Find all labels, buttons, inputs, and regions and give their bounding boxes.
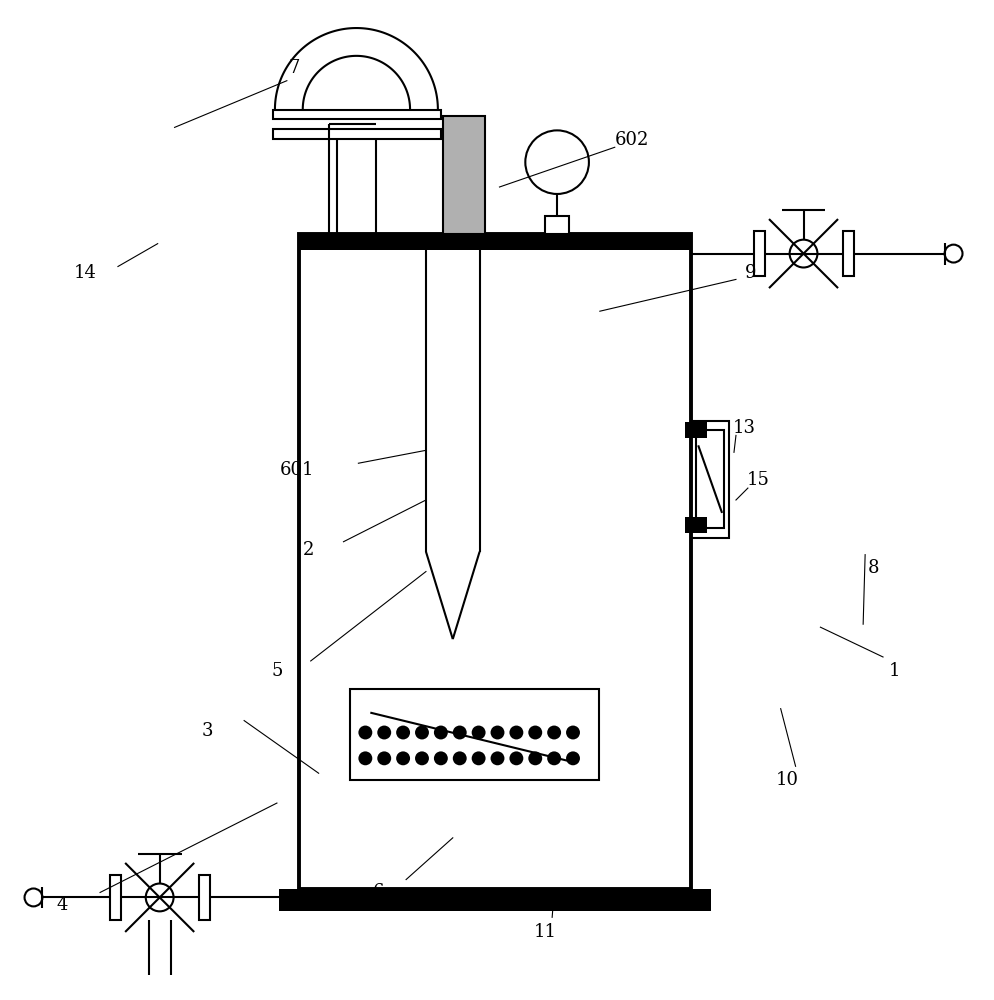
Bar <box>753 231 764 276</box>
Text: 2: 2 <box>303 541 314 559</box>
Text: 601: 601 <box>279 461 314 479</box>
Text: 5: 5 <box>271 662 282 680</box>
Circle shape <box>528 751 542 765</box>
Circle shape <box>377 751 391 765</box>
Circle shape <box>528 726 542 739</box>
Circle shape <box>358 726 372 739</box>
Bar <box>278 889 711 911</box>
Circle shape <box>490 751 504 765</box>
Text: 3: 3 <box>202 722 213 740</box>
Bar <box>298 234 691 250</box>
Circle shape <box>414 751 428 765</box>
Circle shape <box>396 751 410 765</box>
Bar <box>298 234 691 889</box>
Circle shape <box>547 751 561 765</box>
Text: 10: 10 <box>775 771 798 789</box>
Text: 13: 13 <box>732 419 754 437</box>
Circle shape <box>396 726 410 739</box>
Text: 602: 602 <box>614 131 648 149</box>
Bar <box>685 517 707 533</box>
Circle shape <box>509 726 523 739</box>
Text: 8: 8 <box>867 559 878 577</box>
Circle shape <box>433 751 447 765</box>
Bar <box>110 875 121 920</box>
Bar <box>545 216 569 234</box>
Circle shape <box>509 751 523 765</box>
Circle shape <box>433 726 447 739</box>
Text: 14: 14 <box>74 264 96 282</box>
Bar <box>350 689 598 780</box>
Text: 9: 9 <box>745 264 755 282</box>
Circle shape <box>566 726 580 739</box>
Bar <box>696 430 724 528</box>
Bar <box>272 129 440 139</box>
Text: 4: 4 <box>57 896 68 914</box>
Circle shape <box>471 751 485 765</box>
Circle shape <box>377 726 391 739</box>
Text: 7: 7 <box>288 59 299 77</box>
Circle shape <box>358 751 372 765</box>
Text: 6: 6 <box>372 883 384 901</box>
Bar <box>199 875 210 920</box>
Circle shape <box>414 726 428 739</box>
Circle shape <box>566 751 580 765</box>
Text: 11: 11 <box>533 923 556 941</box>
Circle shape <box>490 726 504 739</box>
Circle shape <box>547 726 561 739</box>
Bar <box>442 116 484 234</box>
Circle shape <box>471 726 485 739</box>
Bar <box>685 422 707 438</box>
Bar <box>843 231 853 276</box>
Text: 1: 1 <box>889 662 900 680</box>
Circle shape <box>452 726 466 739</box>
Text: 15: 15 <box>746 471 768 489</box>
Bar <box>272 110 440 119</box>
Bar <box>691 421 729 538</box>
Circle shape <box>452 751 466 765</box>
